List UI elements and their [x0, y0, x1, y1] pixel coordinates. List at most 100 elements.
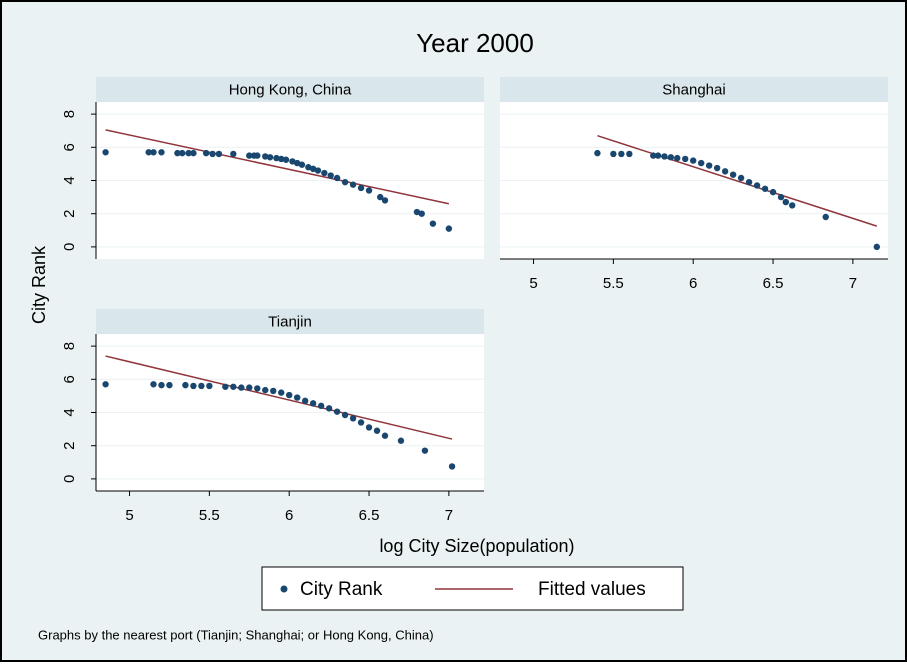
- y-tick-label: 8: [61, 342, 78, 350]
- x-tick-label: 5: [529, 275, 537, 292]
- point: [377, 193, 384, 201]
- point: [418, 210, 425, 217]
- y-tick-label: 2: [61, 442, 78, 450]
- point: [333, 174, 341, 182]
- panel-title: Tianjin: [268, 313, 312, 330]
- point: [262, 153, 269, 160]
- point: [327, 172, 334, 179]
- x-axis-title: log City Size(population): [379, 536, 574, 556]
- point: [626, 150, 633, 158]
- legend-label: City Rank: [300, 579, 383, 600]
- point: [150, 149, 157, 156]
- point: [690, 157, 697, 164]
- point: [349, 181, 357, 188]
- point: [729, 171, 737, 178]
- point: [448, 463, 456, 470]
- point: [610, 150, 617, 158]
- point: [381, 432, 389, 439]
- point: [254, 152, 261, 159]
- point: [357, 419, 365, 426]
- x-tick-label: 7: [849, 275, 857, 292]
- panel-strip: [96, 77, 484, 102]
- x-tick-label: 6: [689, 275, 697, 292]
- point: [349, 415, 357, 422]
- point: [102, 381, 109, 388]
- point: [230, 383, 237, 390]
- point: [777, 193, 785, 201]
- x-tick-label: 6.5: [359, 507, 380, 524]
- point: [158, 149, 165, 156]
- point: [309, 400, 317, 407]
- x-tick-label: 6: [285, 507, 293, 524]
- point: [238, 384, 245, 391]
- legend-label: Fitted values: [538, 579, 646, 600]
- y-tick-label: 2: [61, 210, 78, 218]
- y-tick-label: 6: [61, 143, 78, 151]
- point: [102, 149, 109, 156]
- point: [209, 150, 216, 158]
- point: [650, 152, 657, 159]
- point: [333, 408, 341, 415]
- point: [222, 383, 229, 390]
- point: [246, 384, 253, 391]
- point: [654, 152, 662, 159]
- point: [278, 155, 285, 163]
- note: Graphs by the nearest port (Tianjin; Sha…: [38, 627, 434, 642]
- point: [150, 381, 157, 388]
- y-tick-label: 4: [61, 408, 78, 416]
- point: [270, 387, 277, 395]
- x-tick-label: 7: [445, 507, 453, 524]
- point: [713, 164, 721, 172]
- point: [667, 154, 675, 161]
- point: [421, 447, 429, 454]
- panel-title: Hong Kong, China: [229, 81, 352, 98]
- point: [317, 402, 325, 410]
- point: [254, 385, 261, 392]
- y-tick-label: 6: [61, 375, 78, 383]
- point: [397, 437, 405, 444]
- y-tick-label: 8: [61, 110, 78, 118]
- point: [721, 168, 729, 175]
- panel-strip: [96, 309, 484, 334]
- y-tick-label: 0: [61, 475, 78, 483]
- point: [273, 154, 280, 162]
- point: [325, 405, 333, 412]
- point: [286, 391, 293, 399]
- point: [314, 167, 322, 174]
- point: [185, 149, 192, 157]
- point: [321, 169, 328, 177]
- point: [182, 381, 189, 389]
- fitted-line: [597, 134, 878, 227]
- fitted-line: [105, 355, 453, 440]
- point: [179, 149, 186, 157]
- point: [682, 155, 689, 163]
- point: [158, 381, 165, 389]
- point: [618, 150, 625, 158]
- point: [357, 184, 365, 192]
- point: [341, 178, 349, 186]
- x-tick-label: 5: [125, 507, 133, 524]
- point: [301, 397, 309, 405]
- point: [381, 197, 389, 204]
- panel-title: Shanghai: [662, 81, 725, 98]
- point: [782, 198, 790, 206]
- y-axis-title: City Rank: [29, 245, 49, 324]
- point: [705, 162, 713, 169]
- point: [745, 178, 753, 186]
- point: [753, 182, 761, 189]
- point: [594, 149, 601, 157]
- point: [206, 382, 213, 390]
- point: [429, 220, 437, 227]
- point: [445, 225, 453, 232]
- point: [788, 202, 796, 209]
- point: [365, 187, 373, 194]
- point: [661, 153, 668, 160]
- point: [190, 382, 197, 390]
- x-tick-label: 5.5: [603, 275, 624, 292]
- point: [202, 149, 210, 157]
- point: [145, 149, 152, 156]
- point: [278, 389, 285, 396]
- y-tick-label: 0: [61, 243, 78, 251]
- point: [697, 159, 705, 167]
